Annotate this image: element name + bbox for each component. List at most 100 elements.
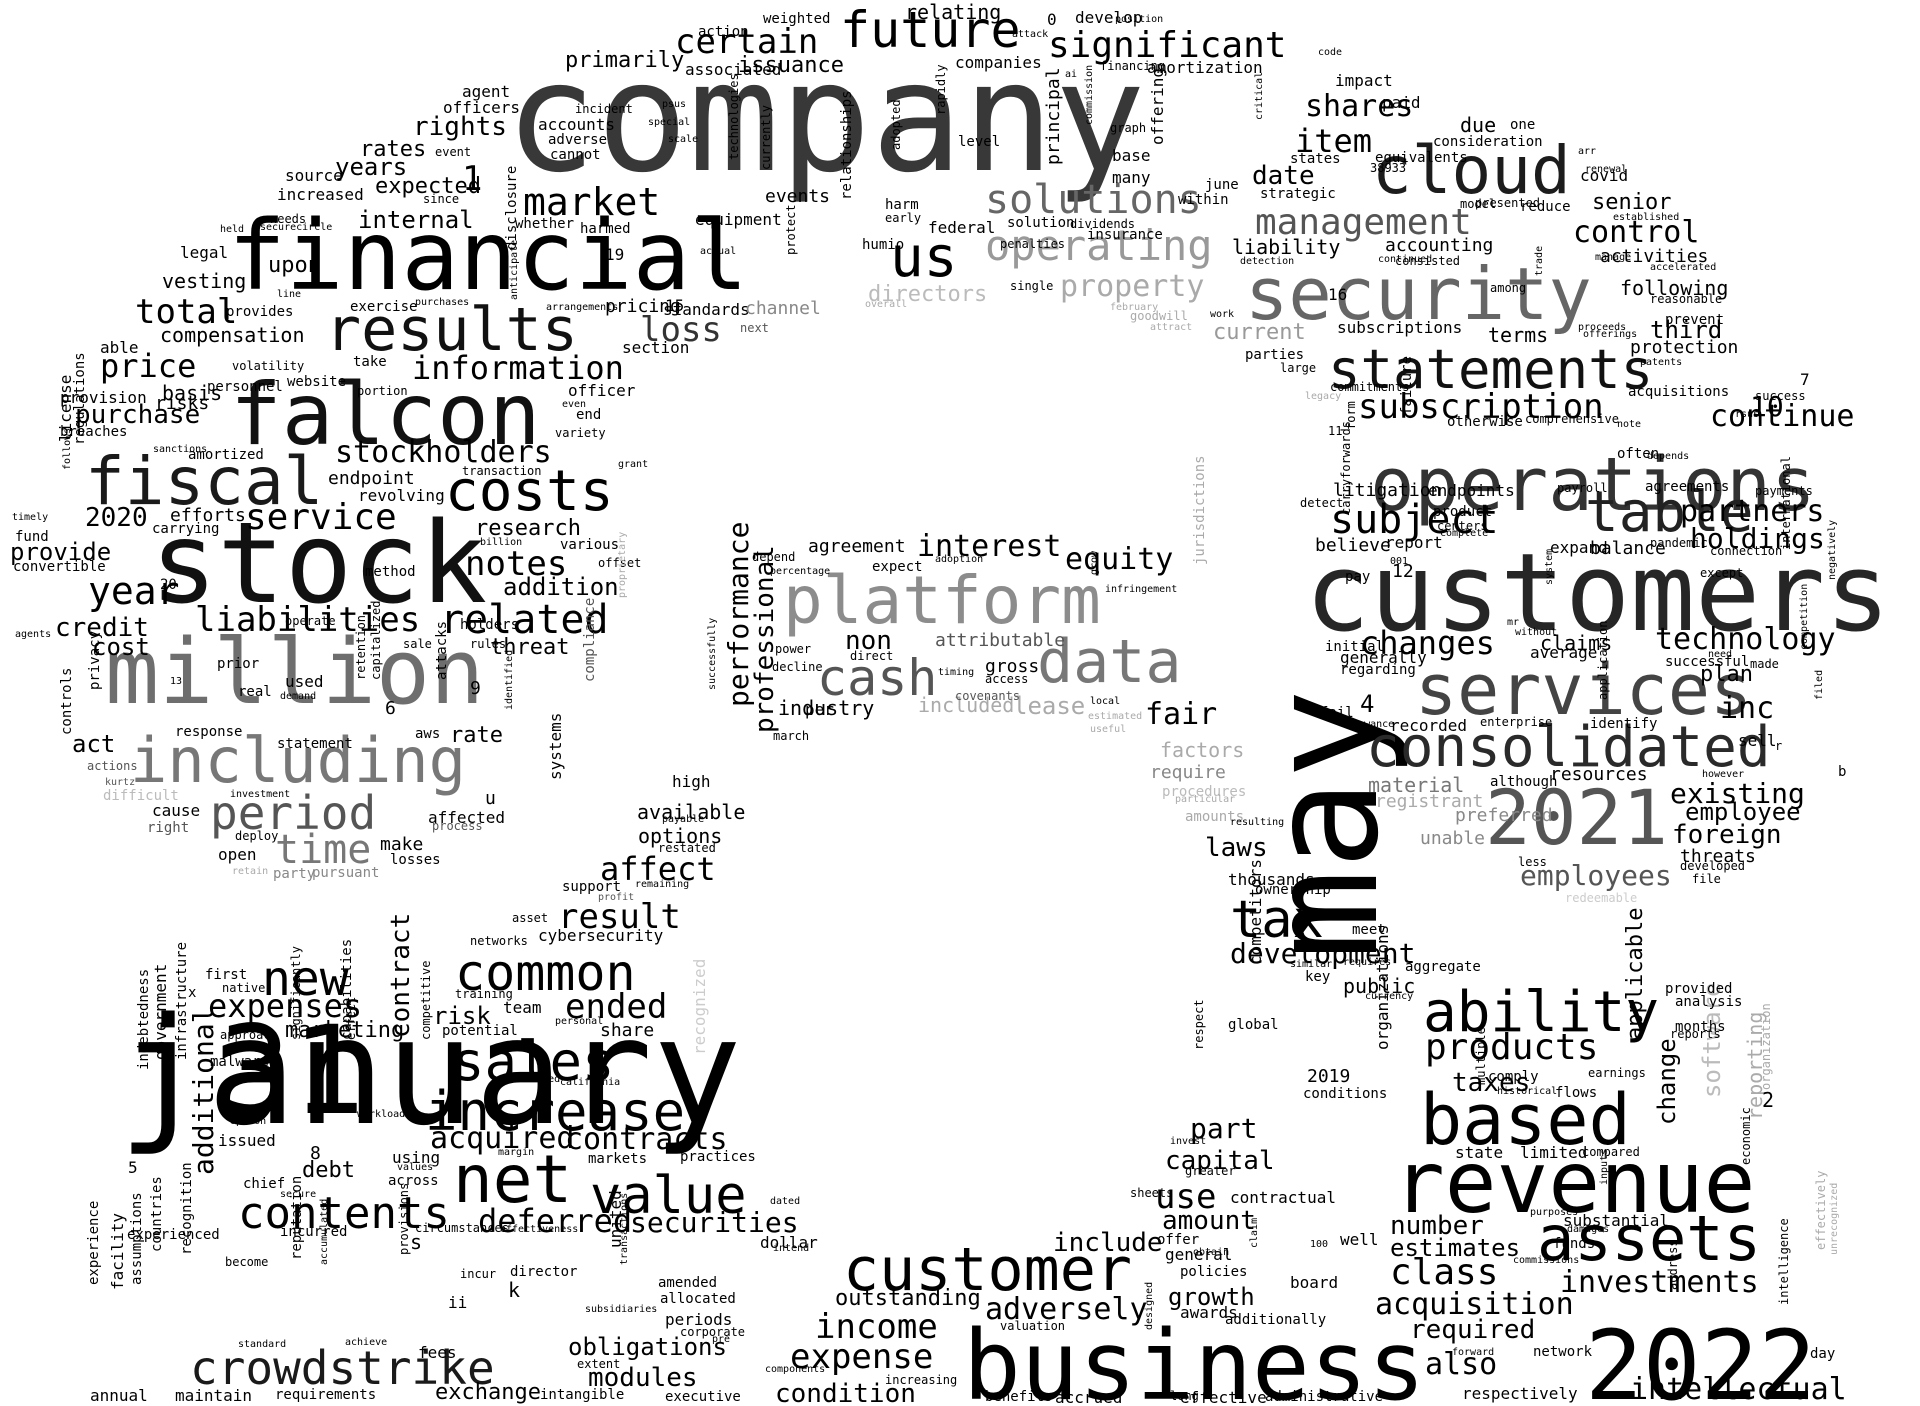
word-manage: manage <box>1595 252 1632 263</box>
word-used: used <box>285 672 324 691</box>
word-property: property <box>1060 269 1205 304</box>
word-deploy: deploy <box>235 829 279 843</box>
word-matters: matters <box>1330 910 1373 921</box>
word-balance: balance <box>1590 538 1666 559</box>
word-support: support <box>562 879 622 895</box>
word-difficult: difficult <box>103 788 179 804</box>
word-continued: continued <box>1378 254 1433 265</box>
word-registrant: registrant <box>1375 791 1484 812</box>
word-information: information <box>412 349 624 387</box>
word-margin: margin <box>498 1147 535 1158</box>
word-aws: aws <box>415 726 441 742</box>
word-attract: attract <box>1150 322 1193 333</box>
word-legal: legal <box>180 243 229 262</box>
word-total: total <box>135 292 238 332</box>
word-expenses: expenses <box>208 987 363 1025</box>
word-training: training <box>455 987 513 1001</box>
word-operating: operating <box>985 221 1213 270</box>
word-acquisition: acquisition <box>1375 1287 1574 1322</box>
word-insurance: insurance <box>1087 227 1163 243</box>
word-compliance: compliance <box>582 597 598 682</box>
word-generally: generally <box>1340 648 1427 667</box>
word-purchase: purchase <box>75 400 201 430</box>
word-claims: claims <box>1540 631 1613 655</box>
word-effective: effective <box>1180 1388 1267 1406</box>
word-employees: employees <box>1520 859 1672 892</box>
word-rules: rules <box>470 637 507 651</box>
word-item: item <box>1295 122 1373 160</box>
word-offer: offer <box>1157 1232 1200 1248</box>
word-15: 15 <box>665 296 685 315</box>
word-among: among <box>1490 281 1527 295</box>
word-needs: needs <box>270 212 307 226</box>
word-holders: holders <box>460 617 520 633</box>
word-loss: loss <box>640 310 722 350</box>
word-regulations: regulations <box>72 352 88 445</box>
word-requirements: requirements <box>275 1387 377 1403</box>
word-designed: designed <box>1144 1281 1155 1330</box>
word-transaction: transaction <box>462 464 542 478</box>
word-payable: payable <box>662 814 705 825</box>
word-sanctions: sanctions <box>153 444 208 455</box>
word-costs: costs <box>445 459 614 524</box>
word-expand: expand <box>1550 538 1608 557</box>
word-tax: tax <box>1230 890 1324 950</box>
word-malware: malware <box>210 1054 270 1070</box>
word-financial: financial <box>228 200 749 312</box>
word-components: components <box>765 1364 826 1375</box>
word-patents: patents <box>1640 357 1683 368</box>
word-similar: similar <box>1290 959 1333 970</box>
word-states: states <box>1290 151 1341 167</box>
word-carrying: carrying <box>152 521 220 537</box>
word-depend: depend <box>752 550 796 564</box>
word-valuation: valuation <box>1000 1319 1066 1333</box>
word-complete: complete <box>1440 528 1489 539</box>
word-work: work <box>1210 309 1235 320</box>
word-held: held <box>220 224 245 235</box>
word-data: data <box>1037 627 1182 697</box>
word-accounting: accounting <box>1385 235 1494 256</box>
word-extent: extent <box>577 1357 621 1371</box>
word-action: action <box>698 24 749 40</box>
word-limited: limited <box>1520 1143 1588 1162</box>
word-taxes: taxes <box>1452 1068 1531 1098</box>
word-million: million <box>105 620 485 725</box>
word-endpoints: endpoints <box>1428 481 1515 500</box>
word-commission: commission <box>1084 64 1095 125</box>
word-platform: platform <box>783 562 1101 639</box>
word-experienced: experienced <box>127 1227 220 1243</box>
word-increased: increased <box>277 185 364 204</box>
word-disclosure: disclosure <box>504 165 520 250</box>
word-accelerated: accelerated <box>1650 262 1717 273</box>
word-end: end <box>576 407 602 423</box>
word-adverse: adverse <box>548 132 608 148</box>
word-rate: rate <box>450 723 503 748</box>
word-proprietary: proprietary <box>617 531 628 598</box>
word-damages: damages <box>1567 1224 1610 1235</box>
word-growth: growth <box>1168 1283 1255 1311</box>
word-invest: invest <box>1170 1136 1207 1147</box>
word-access: access <box>985 672 1029 686</box>
word-results: results <box>325 295 578 365</box>
word-directors: directors <box>868 282 988 307</box>
word-affect: affect <box>600 850 716 888</box>
word-line: line <box>277 289 302 300</box>
word-multiple: multiple <box>1474 1027 1488 1085</box>
word-weighted: weighted <box>763 11 831 27</box>
word-equity: equity <box>1065 542 1174 577</box>
word-impact: impact <box>1335 71 1393 90</box>
word-endpoint: endpoint <box>328 468 415 489</box>
word-related: related <box>440 597 609 643</box>
word-recognition: recognition <box>179 1162 195 1255</box>
word-many: many <box>1112 168 1151 187</box>
word-general: general <box>1165 1245 1233 1264</box>
word-stockholders: stockholders <box>335 435 552 470</box>
word-assets: assets <box>1537 1202 1761 1275</box>
word-effectively: effectively <box>1814 1170 1828 1250</box>
word-event: event <box>435 145 472 159</box>
word-executive: executive <box>665 1389 741 1405</box>
word-associated: associated <box>685 60 782 79</box>
word-principal: principal <box>1043 67 1064 165</box>
word-preferred: preferred <box>1455 805 1553 826</box>
word-grow: grow <box>1089 550 1100 575</box>
